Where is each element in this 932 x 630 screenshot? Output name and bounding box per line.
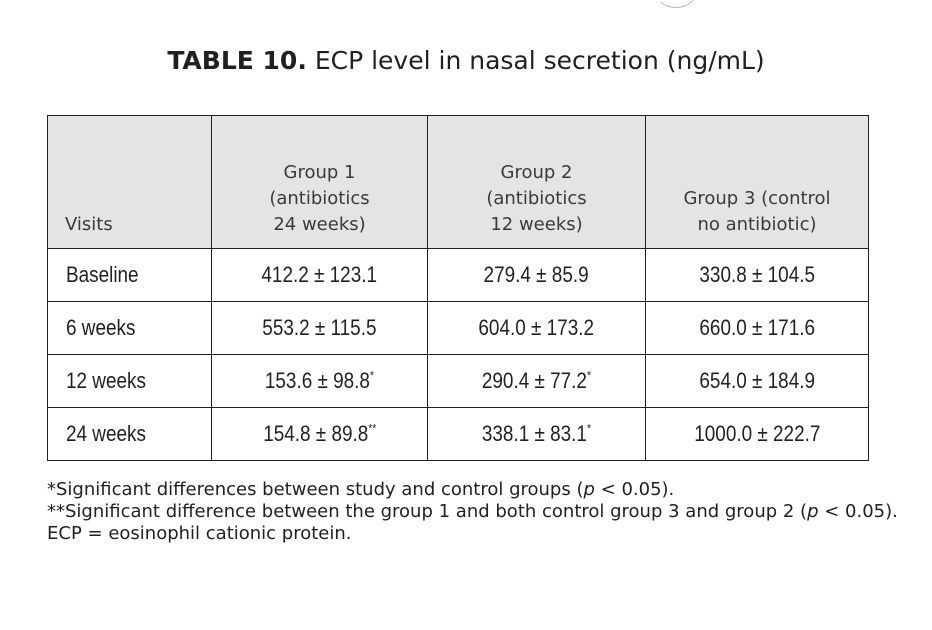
table-row: 24 weeks 154.8 ± 89.8** 338.1 ± 83.1* 10… <box>47 407 869 461</box>
header-group2-line3: 12 weeks) <box>490 214 583 235</box>
visit-cell: 6 weeks <box>47 301 212 355</box>
header-row: Visits Group 1 (antibiotics 24 weeks) Gr… <box>47 115 869 249</box>
significance-mark: * <box>587 368 592 383</box>
header-group2: Group 2 (antibiotics 12 weeks) <box>427 115 646 249</box>
significance-mark: * <box>587 421 592 436</box>
group2-value-cell: 279.4 ± 85.9 <box>427 248 646 302</box>
header-group1: Group 1 (antibiotics 24 weeks) <box>211 115 428 249</box>
group1-value-cell: 154.8 ± 89.8** <box>211 407 428 461</box>
header-group3-line1: Group 3 (control <box>683 188 831 209</box>
visit-cell: 24 weeks <box>47 407 212 461</box>
group1-value: 153.6 ± 98.8 <box>264 368 371 393</box>
visit-label: Baseline <box>66 262 139 287</box>
header-group1-line3: 24 weeks) <box>273 214 366 235</box>
footnote-significance-study: *Significant differences between study a… <box>47 479 907 501</box>
footnote-text: *Significant differences between study a… <box>47 479 584 500</box>
header-group1-line1: Group 1 <box>283 162 356 183</box>
group1-value: 412.2 ± 123.1 <box>261 262 378 287</box>
footnote-p-symbol: p <box>583 479 595 500</box>
group1-value: 553.2 ± 115.5 <box>262 315 377 340</box>
footnote-p-symbol: p <box>807 501 819 522</box>
group3-value-cell: 330.8 ± 104.5 <box>645 248 869 302</box>
group3-value: 330.8 ± 104.5 <box>699 262 815 287</box>
group3-value-cell: 1000.0 ± 222.7 <box>645 407 869 461</box>
header-group2-line1: Group 2 <box>500 162 573 183</box>
corner-decoration <box>655 0 697 8</box>
group1-value-cell: 153.6 ± 98.8* <box>211 354 428 408</box>
footnote-significance-group1: **Significant difference between the gro… <box>47 501 907 523</box>
header-visits-label: Visits <box>65 214 113 235</box>
group3-value: 660.0 ± 171.6 <box>699 315 815 340</box>
visit-cell: Baseline <box>47 248 212 302</box>
group3-value: 1000.0 ± 222.7 <box>693 421 821 446</box>
table-header: Visits Group 1 (antibiotics 24 weeks) Gr… <box>47 115 869 249</box>
table-footnotes: *Significant differences between study a… <box>47 479 907 545</box>
table-row: 6 weeks 553.2 ± 115.5 604.0 ± 173.2 660.… <box>47 301 869 355</box>
table-title: TABLE 10. ECP level in nasal secretion (n… <box>0 44 932 78</box>
header-group1-line2: (antibiotics <box>269 188 370 209</box>
group1-value: 154.8 ± 89.8 <box>262 421 369 446</box>
header-group3: Group 3 (control no antibiotic) <box>645 115 869 249</box>
visit-cell: 12 weeks <box>47 354 212 408</box>
significance-mark: * <box>370 368 375 383</box>
group3-value: 654.0 ± 184.9 <box>699 368 815 393</box>
table-number-label: TABLE 10. <box>167 46 307 75</box>
visit-label: 12 weeks <box>66 368 146 393</box>
group2-value-cell: 604.0 ± 173.2 <box>427 301 646 355</box>
group2-value: 604.0 ± 173.2 <box>478 315 595 340</box>
group2-value: 338.1 ± 83.1 <box>481 421 588 446</box>
header-group2-line2: (antibiotics <box>486 188 587 209</box>
group1-value-cell: 412.2 ± 123.1 <box>211 248 428 302</box>
footnote-text: < 0.05). <box>594 479 675 500</box>
header-group3-line2: no antibiotic) <box>697 214 817 235</box>
group1-value-cell: 553.2 ± 115.5 <box>211 301 428 355</box>
significance-mark: ** <box>368 421 377 436</box>
footnote-text: **Significant difference between the gro… <box>47 501 808 522</box>
group3-value-cell: 654.0 ± 184.9 <box>645 354 869 408</box>
group2-value-cell: 338.1 ± 83.1* <box>427 407 646 461</box>
table-row: Baseline 412.2 ± 123.1 279.4 ± 85.9 330.… <box>47 248 869 302</box>
group2-value: 290.4 ± 77.2 <box>481 368 588 393</box>
header-visits: Visits <box>47 115 212 249</box>
group2-value: 279.4 ± 85.9 <box>483 262 590 287</box>
table-body: Baseline 412.2 ± 123.1 279.4 ± 85.9 330.… <box>47 248 869 461</box>
footnote-abbreviation: ECP = eosinophil cationic protein. <box>47 523 352 544</box>
group2-value-cell: 290.4 ± 77.2* <box>427 354 646 408</box>
visit-label: 24 weeks <box>66 421 146 446</box>
table-caption: ECP level in nasal secretion (ng/mL) <box>314 46 765 75</box>
group3-value-cell: 660.0 ± 171.6 <box>645 301 869 355</box>
footnote-text: < 0.05). <box>818 501 898 522</box>
visit-label: 6 weeks <box>66 315 136 340</box>
ecp-table: Visits Group 1 (antibiotics 24 weeks) Gr… <box>47 115 869 461</box>
table-row: 12 weeks 153.6 ± 98.8* 290.4 ± 77.2* 654… <box>47 354 869 408</box>
